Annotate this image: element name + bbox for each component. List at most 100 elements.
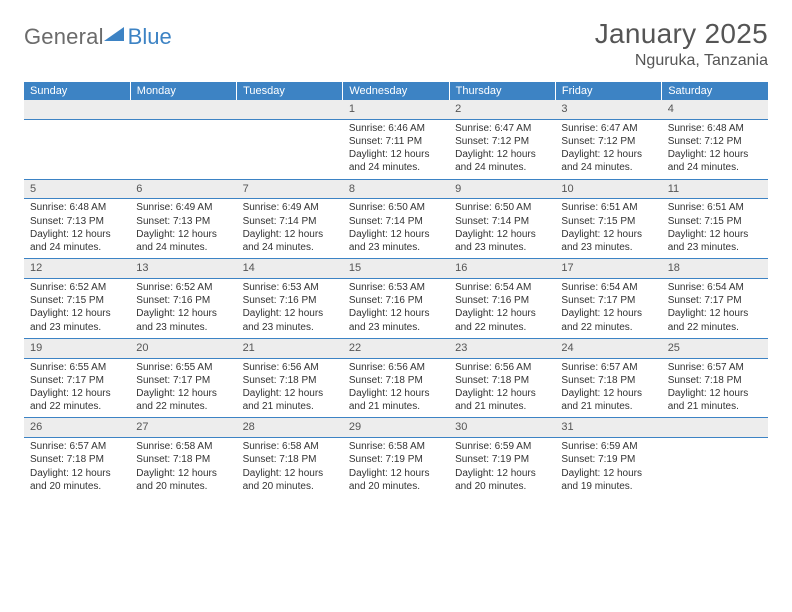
daylight-text: Daylight: 12 hours and 22 minutes. — [136, 387, 230, 413]
day-body-cell: Sunrise: 6:57 AMSunset: 7:18 PMDaylight:… — [555, 358, 661, 418]
day-body-cell: Sunrise: 6:53 AMSunset: 7:16 PMDaylight:… — [343, 279, 449, 339]
week-daynum-row: 567891011 — [24, 179, 768, 199]
day-number-cell: 22 — [343, 338, 449, 358]
day-number-cell — [130, 100, 236, 119]
sunrise-text: Sunrise: 6:51 AM — [561, 201, 655, 214]
sunset-text: Sunset: 7:12 PM — [561, 135, 655, 148]
sunset-text: Sunset: 7:18 PM — [30, 453, 124, 466]
day-number-cell: 5 — [24, 179, 130, 199]
day-body-cell: Sunrise: 6:50 AMSunset: 7:14 PMDaylight:… — [449, 199, 555, 259]
sunset-text: Sunset: 7:13 PM — [136, 215, 230, 228]
day-number-cell: 8 — [343, 179, 449, 199]
week-body-row: Sunrise: 6:48 AM Sunset: 7:13 PM Daylight:… — [24, 199, 768, 259]
daylight-text: Daylight: 12 hours and 23 minutes. — [349, 228, 443, 254]
day-body-cell: Sunrise: 6:51 AMSunset: 7:15 PMDaylight:… — [555, 199, 661, 259]
day-body-cell: Sunrise: 6:49 AMSunset: 7:13 PMDaylight:… — [130, 199, 236, 259]
sunset-text: Sunset: 7:18 PM — [243, 453, 337, 466]
sunrise-text: Sunrise: 6:49 AM — [136, 201, 230, 214]
day-body-cell — [24, 119, 130, 179]
sunset-text: Sunset: 7:19 PM — [561, 453, 655, 466]
sunset-text: Sunset: 7:18 PM — [136, 453, 230, 466]
sunrise-text: Sunrise: 6:56 AM — [243, 361, 337, 374]
daylight-text: Daylight: 12 hours and 24 minutes. — [455, 148, 549, 174]
day-number-cell: 2 — [449, 100, 555, 119]
weekday-header: Sunday — [24, 82, 130, 100]
week-body-row: Sunrise: 6:55 AMSunset: 7:17 PMDaylight:… — [24, 358, 768, 418]
day-body-cell: Sunrise: 6:55 AMSunset: 7:17 PMDaylight:… — [130, 358, 236, 418]
day-number-cell: 12 — [24, 259, 130, 279]
day-number-cell: 17 — [555, 259, 661, 279]
day-number-cell: 3 — [555, 100, 661, 119]
day-body-cell: Sunrise: 6:59 AMSunset: 7:19 PMDaylight:… — [449, 438, 555, 497]
sunset-text: Sunset: 7:19 PM — [455, 453, 549, 466]
sunset-text: Sunset: 7:18 PM — [561, 374, 655, 387]
calendar-page: General Blue January 2025 Nguruka, Tanza… — [0, 0, 792, 509]
sunset-text: Sunset: 7:15 PM — [668, 215, 762, 228]
day-number-cell — [662, 418, 768, 438]
calendar-table: SundayMondayTuesdayWednesdayThursdayFrid… — [24, 82, 768, 497]
daylight-text: Daylight: 12 hours and 22 minutes. — [30, 387, 124, 413]
day-number-cell: 19 — [24, 338, 130, 358]
weekday-header: Monday — [130, 82, 236, 100]
sunrise-text: Sunrise: 6:50 AM — [455, 201, 549, 214]
daylight-text: Daylight: 12 hours and 24 minutes. — [243, 228, 337, 254]
weekday-header: Saturday — [662, 82, 768, 100]
daylight-text: Daylight: 12 hours and 22 minutes. — [561, 307, 655, 333]
month-title: January 2025 — [595, 18, 768, 50]
day-body-cell: Sunrise: 6:57 AMSunset: 7:18 PMDaylight:… — [24, 438, 130, 497]
sunrise-text: Sunrise: 6:51 AM — [668, 201, 762, 214]
daylight-text: Daylight: 12 hours and 20 minutes. — [455, 467, 549, 493]
day-number-cell: 9 — [449, 179, 555, 199]
sunset-text: Sunset: 7:16 PM — [136, 294, 230, 307]
sunrise-text: Sunrise: 6:56 AM — [349, 361, 443, 374]
title-block: January 2025 Nguruka, Tanzania — [595, 18, 768, 70]
daylight-text: Daylight: 12 hours and 21 minutes. — [455, 387, 549, 413]
sunrise-text: Sunrise: 6:55 AM — [136, 361, 230, 374]
day-number-cell: 15 — [343, 259, 449, 279]
location-label: Nguruka, Tanzania — [595, 52, 768, 70]
sunrise-text: Sunrise: 6:58 AM — [136, 440, 230, 453]
daylight-text: Daylight: 12 hours and 20 minutes. — [136, 467, 230, 493]
sunrise-text: Sunrise: 6:53 AM — [349, 281, 443, 294]
day-body-cell: Sunrise: 6:57 AMSunset: 7:18 PMDaylight:… — [662, 358, 768, 418]
daylight-text: Daylight: 12 hours and 21 minutes. — [243, 387, 337, 413]
sunset-text: Sunset: 7:16 PM — [455, 294, 549, 307]
sunrise-text: Sunrise: 6:52 AM — [30, 281, 124, 294]
daylight-text: Daylight: 12 hours and 24 minutes. — [561, 148, 655, 174]
day-body-cell: Sunrise: 6:46 AMSunset: 7:11 PMDaylight:… — [343, 119, 449, 179]
daylight-text: Daylight: 12 hours and 19 minutes. — [561, 467, 655, 493]
day-body-cell: Sunrise: 6:58 AMSunset: 7:18 PMDaylight:… — [237, 438, 343, 497]
day-number-cell: 14 — [237, 259, 343, 279]
sunrise-text: Sunrise: 6:46 AM — [349, 122, 443, 135]
day-body-cell — [130, 119, 236, 179]
day-number-cell: 30 — [449, 418, 555, 438]
daylight-text: Daylight: 12 hours and 23 minutes. — [243, 307, 337, 333]
sunset-text: Sunset: 7:15 PM — [561, 215, 655, 228]
day-body-cell: Sunrise: 6:48 AMSunset: 7:12 PMDaylight:… — [662, 119, 768, 179]
day-body-cell: Sunrise: 6:58 AMSunset: 7:18 PMDaylight:… — [130, 438, 236, 497]
day-body-cell: Sunrise: 6:58 AMSunset: 7:19 PMDaylight:… — [343, 438, 449, 497]
day-body-cell — [237, 119, 343, 179]
sunrise-text: Sunrise: 6:47 AM — [455, 122, 549, 135]
day-body-cell: Sunrise: 6:47 AMSunset: 7:12 PMDaylight:… — [449, 119, 555, 179]
sunset-text: Sunset: 7:19 PM — [349, 453, 443, 466]
day-body-cell: Sunrise: 6:56 AMSunset: 7:18 PMDaylight:… — [449, 358, 555, 418]
sunrise-text: Sunrise: 6:54 AM — [455, 281, 549, 294]
weekday-header: Tuesday — [237, 82, 343, 100]
day-number-cell: 31 — [555, 418, 661, 438]
day-number-cell: 21 — [237, 338, 343, 358]
sunrise-text: Sunrise: 6:59 AM — [561, 440, 655, 453]
daylight-text: Daylight: 12 hours and 21 minutes. — [668, 387, 762, 413]
daylight-text: Daylight: 12 hours and 20 minutes. — [349, 467, 443, 493]
day-body-cell: Sunrise: 6:56 AMSunset: 7:18 PMDaylight:… — [237, 358, 343, 418]
weekday-header: Thursday — [449, 82, 555, 100]
sunset-text: Sunset: 7:17 PM — [561, 294, 655, 307]
week-daynum-row: 12131415161718 — [24, 259, 768, 279]
sunrise-text: Sunrise: 6:48 AM — [30, 201, 124, 214]
brand-logo: General Blue — [24, 18, 172, 50]
sunset-text: Sunset: 7:14 PM — [243, 215, 337, 228]
day-body-cell: Sunrise: 6:48 AMSunset: 7:13 PMDaylight:… — [24, 199, 130, 259]
day-body-cell: Sunrise: 6:56 AMSunset: 7:18 PMDaylight:… — [343, 358, 449, 418]
day-number-cell: 27 — [130, 418, 236, 438]
daylight-text: Daylight: 12 hours and 20 minutes. — [30, 467, 124, 493]
